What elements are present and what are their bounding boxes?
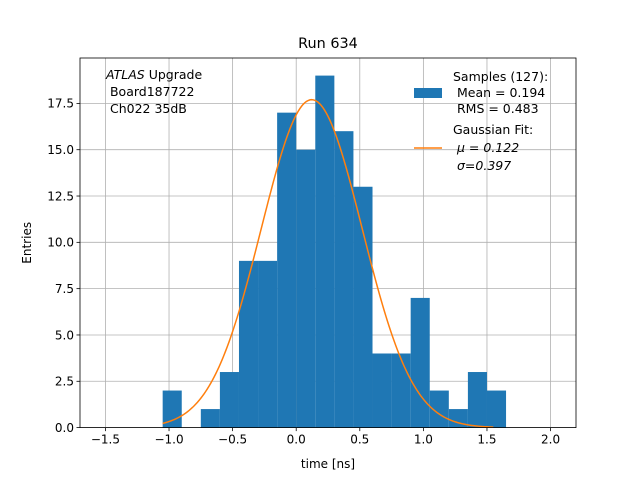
y-axis-label: Entries <box>20 222 34 264</box>
y-tick-label: 5.0 <box>55 328 74 342</box>
legend-fit-sigma: σ=0.397 <box>457 158 511 173</box>
atlas-annotation: ATLAS Upgrade Board187722 Ch022 35dB <box>105 67 202 116</box>
legend: Samples (127): Mean = 0.194 RMS = 0.483 … <box>414 69 548 173</box>
y-tick-label: 10.0 <box>47 236 74 250</box>
legend-samples-title: Samples (127): <box>453 69 548 84</box>
x-tick-label: 2.0 <box>541 433 560 447</box>
upgrade-label: Upgrade <box>145 67 203 82</box>
histogram-bar <box>315 75 335 428</box>
channel-label: Ch022 35dB <box>106 101 187 116</box>
x-tick-label: 0.5 <box>350 433 369 447</box>
x-axis-label: time [ns] <box>301 457 355 471</box>
histogram-bar <box>296 149 316 428</box>
histogram-bar <box>448 409 468 428</box>
histogram-bar <box>410 297 430 428</box>
histogram-bar <box>334 131 354 428</box>
histogram-bar <box>486 390 507 428</box>
x-tick-label: 1.5 <box>477 433 496 447</box>
histogram-bar <box>391 353 411 428</box>
histogram-bar <box>277 112 297 428</box>
histogram-bar <box>238 260 259 428</box>
histogram-bar <box>429 390 449 428</box>
histogram-bar <box>353 186 373 428</box>
board-label: Board187722 <box>106 84 194 99</box>
atlas-label: ATLAS <box>105 67 145 82</box>
chart-title: Run 634 <box>298 36 358 52</box>
x-tick-label: −1.0 <box>154 433 183 447</box>
y-tick-label: 7.5 <box>55 282 74 296</box>
y-tick-label: 12.5 <box>47 189 74 203</box>
y-tick-label: 2.5 <box>55 375 74 389</box>
legend-samples-rms: RMS = 0.483 <box>453 101 539 116</box>
svg-text:ATLAS Upgrade: ATLAS Upgrade <box>105 67 202 82</box>
plot-frame <box>79 57 577 429</box>
x-tick-label: −0.5 <box>218 433 247 447</box>
x-tick-label: −1.5 <box>91 433 120 447</box>
histogram-bar <box>258 260 278 428</box>
legend-samples-mean: Mean = 0.194 <box>453 85 545 100</box>
legend-samples-swatch <box>414 88 442 98</box>
histogram-bar <box>219 372 239 428</box>
x-tick-label: 1.0 <box>414 433 433 447</box>
histogram-bar <box>372 353 392 428</box>
y-axis-ticks: 0.0 2.5 5.0 7.5 10.0 12.5 15.0 17.5 <box>47 97 80 435</box>
histogram-bar <box>467 372 487 428</box>
x-tick-label: 0.0 <box>287 433 306 447</box>
gaussian-fit-curve <box>162 98 494 428</box>
histogram-bars <box>162 75 507 428</box>
y-tick-label: 0.0 <box>55 421 74 435</box>
y-tick-label: 15.0 <box>47 143 74 157</box>
y-tick-label: 17.5 <box>47 97 74 111</box>
legend-fit-mu: μ = 0.122 <box>456 140 519 155</box>
legend-fit-title: Gaussian Fit: <box>453 122 533 137</box>
histogram-bar <box>200 409 220 428</box>
x-axis-ticks: −1.5 −1.0 −0.5 0.0 0.5 1.0 1.5 2.0 <box>91 427 560 447</box>
